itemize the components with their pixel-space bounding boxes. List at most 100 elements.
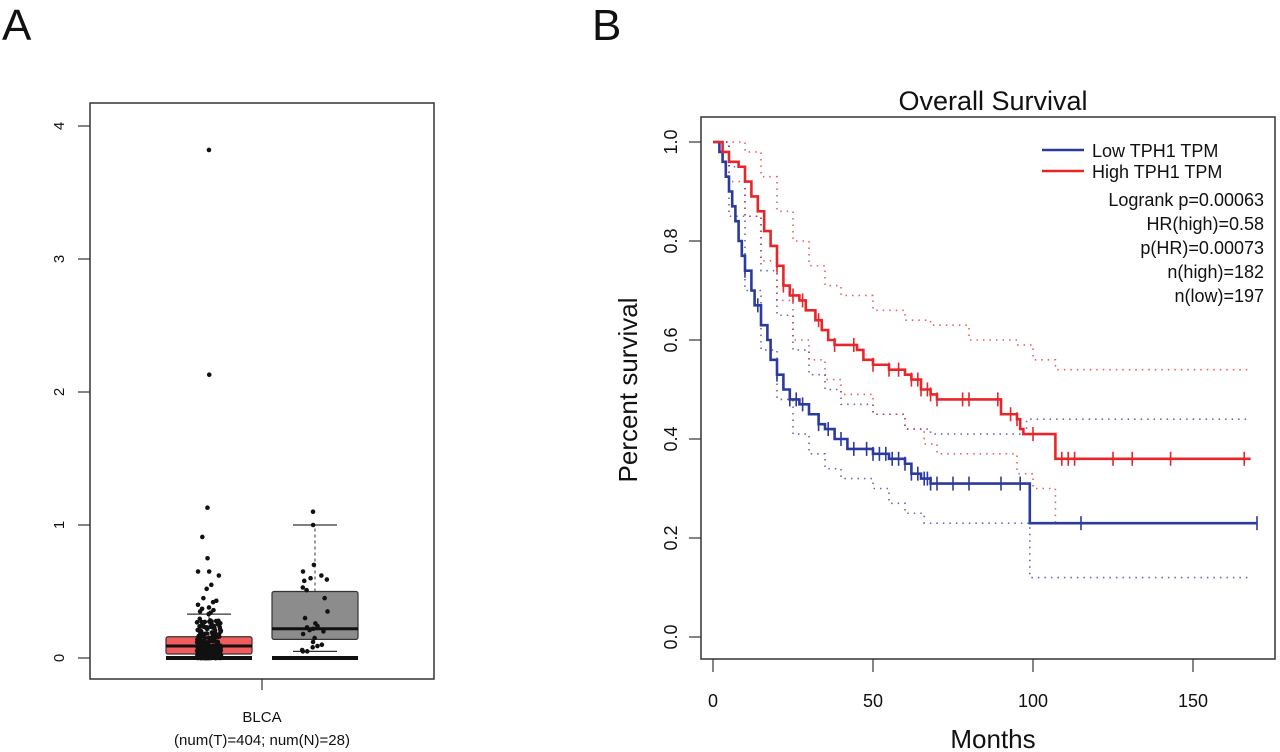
y-tick-label: 0.2 [661, 525, 681, 550]
panel-b-label: B [592, 1, 622, 50]
boxes [165, 147, 359, 661]
x-tick-label: 100 [1018, 691, 1048, 711]
data-point [311, 562, 317, 568]
data-point [195, 655, 200, 661]
data-point [205, 648, 210, 653]
data-point [205, 505, 210, 511]
annotation-1: HR(high)=0.58 [1146, 214, 1264, 234]
data-point [322, 595, 327, 601]
x-axis-label: Months [950, 724, 1035, 752]
data-point [216, 618, 221, 624]
data-point [206, 147, 212, 153]
data-point [197, 609, 203, 614]
data-point [308, 575, 313, 581]
survival-curve-low [713, 140, 1257, 525]
data-point [216, 652, 222, 658]
data-point [310, 522, 316, 528]
y-tick-label: 4 [51, 122, 68, 130]
data-point [324, 577, 330, 582]
data-point [312, 635, 317, 641]
data-point [208, 643, 214, 649]
data-point [198, 655, 204, 660]
data-point [195, 569, 201, 574]
data-point [213, 655, 219, 661]
data-point [194, 620, 200, 625]
ci-lower-high [713, 141, 1251, 524]
boxplot-chart: 0 1 2 3 4 BLCA (num(T)=404; num(N)=28) [51, 102, 435, 749]
x-axis: 0 50 100 150 [708, 659, 1208, 711]
data-point [325, 609, 330, 614]
data-point [215, 634, 221, 640]
data-point [300, 585, 306, 590]
data-point [202, 631, 208, 637]
data-point [209, 582, 214, 588]
statistics-annotations: Logrank p=0.00063 HR(high)=0.58 p(HR)=0.00… [1108, 190, 1264, 306]
legend-label-1: High TPH1 TPM [1092, 162, 1222, 182]
chart-title: Overall Survival [898, 86, 1087, 116]
data-point [300, 631, 306, 637]
y-tick-label: 0.8 [661, 228, 681, 253]
survival-curves [713, 140, 1257, 525]
y-tick-label: 0 [51, 654, 68, 662]
data-point [301, 578, 307, 584]
data-point [199, 633, 205, 639]
plot-frame [700, 116, 1276, 660]
data-point [310, 626, 316, 632]
annotation-2: p(HR)=0.00073 [1140, 238, 1264, 258]
data-point [196, 628, 202, 634]
data-point [304, 587, 309, 593]
data-point [310, 639, 316, 645]
data-point [206, 653, 212, 658]
data-point [218, 629, 223, 634]
data-point [204, 586, 209, 592]
data-point [201, 644, 207, 650]
annotation-4: n(low)=197 [1174, 286, 1264, 306]
x-axis-sublabel: (num(T)=404; num(N)=28) [174, 732, 350, 749]
data-point [204, 626, 210, 632]
data-point [206, 569, 212, 574]
panel-a-label: A [2, 1, 32, 50]
x-tick-label: 50 [863, 691, 883, 711]
data-point [315, 643, 320, 649]
y-tick-label: 1 [51, 521, 68, 529]
data-point [300, 649, 306, 654]
y-axis: 0 1 2 3 4 [51, 122, 90, 662]
y-axis-label: Percent survival [613, 298, 643, 483]
y-tick-label: 0.6 [661, 327, 681, 352]
censor-marks [744, 258, 1258, 531]
data-point [195, 602, 201, 608]
y-tick-label: 1.0 [661, 129, 681, 154]
data-point [302, 615, 308, 621]
survival-curve-high [713, 140, 1251, 461]
y-tick-label: 2 [51, 388, 68, 396]
data-point [319, 573, 324, 578]
data-point [206, 372, 212, 378]
data-point [211, 651, 217, 657]
legend-label-0: Low TPH1 TPM [1092, 141, 1218, 161]
data-point [201, 620, 207, 625]
x-axis-label: BLCA [242, 709, 281, 726]
data-point [197, 616, 203, 622]
data-point [200, 534, 205, 540]
data-point [195, 637, 200, 642]
data-point [307, 627, 312, 633]
data-point [201, 638, 207, 644]
x-tick-label: 150 [1178, 691, 1208, 711]
data-point [310, 645, 315, 650]
data-point [319, 642, 325, 647]
x-tick-label: 0 [708, 691, 718, 711]
data-point [209, 619, 214, 624]
y-tick-label: 0.4 [661, 426, 681, 451]
ci-upper-low [713, 141, 1251, 435]
data-point [304, 649, 310, 654]
data-point [206, 605, 212, 610]
data-point [321, 629, 326, 634]
data-point [208, 638, 214, 643]
data-point [210, 625, 216, 630]
data-point [300, 569, 306, 574]
data-point [210, 599, 216, 605]
y-tick-label: 3 [51, 255, 68, 263]
data-point [216, 573, 222, 578]
